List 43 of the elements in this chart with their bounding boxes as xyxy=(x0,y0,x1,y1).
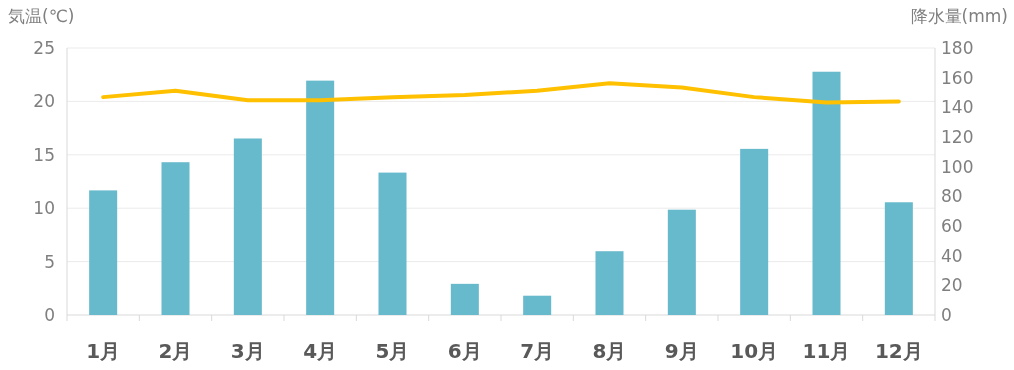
y-tick-label: 10 xyxy=(33,198,55,219)
bar xyxy=(378,172,407,315)
y2-tick-label: 0 xyxy=(941,305,952,325)
y-tick-label: 5 xyxy=(44,251,55,272)
y2-tick-label: 80 xyxy=(941,186,963,207)
x-tick-label: 8月 xyxy=(592,339,627,363)
bar xyxy=(740,148,769,315)
y2-tick-label: 20 xyxy=(941,275,963,296)
y2-tick-label: 160 xyxy=(941,67,974,88)
bar xyxy=(667,209,696,315)
y2-tick-label: 40 xyxy=(941,245,963,266)
x-tick-label: 4月 xyxy=(303,339,338,363)
x-tick-label: 7月 xyxy=(520,339,555,363)
bar xyxy=(89,190,118,315)
x-tick-label: 9月 xyxy=(664,339,699,363)
x-tick-label: 12月 xyxy=(874,339,923,363)
y-tick-label: 15 xyxy=(33,144,55,165)
y-axis-title: 気温(℃) xyxy=(8,6,75,26)
y-tick-label: 20 xyxy=(33,91,55,112)
bar xyxy=(233,138,262,315)
x-tick-label: 3月 xyxy=(230,339,265,363)
y2-tick-label: 60 xyxy=(941,216,963,236)
x-tick-label: 10月 xyxy=(730,339,779,363)
x-tick-label: 6月 xyxy=(447,339,482,363)
bar xyxy=(450,283,479,315)
bar xyxy=(595,251,624,315)
x-tick-label: 2月 xyxy=(158,339,193,363)
bar xyxy=(884,202,913,315)
bar xyxy=(523,295,552,315)
bar xyxy=(306,80,335,315)
y2-tick-label: 180 xyxy=(941,38,974,58)
y2-axis-title: 降水量(mm) xyxy=(910,6,1008,26)
y2-tick-label: 140 xyxy=(941,97,974,118)
x-tick-label: 5月 xyxy=(375,339,410,363)
y2-tick-label: 120 xyxy=(941,127,974,147)
y-tick-label: 0 xyxy=(44,305,55,325)
x-tick-label: 11月 xyxy=(802,339,851,363)
bar xyxy=(161,162,190,315)
x-tick-label: 1月 xyxy=(86,339,121,363)
y2-tick-label: 100 xyxy=(941,156,974,177)
bar xyxy=(812,71,841,315)
y-tick-label: 25 xyxy=(33,38,55,58)
line-series xyxy=(101,81,901,105)
